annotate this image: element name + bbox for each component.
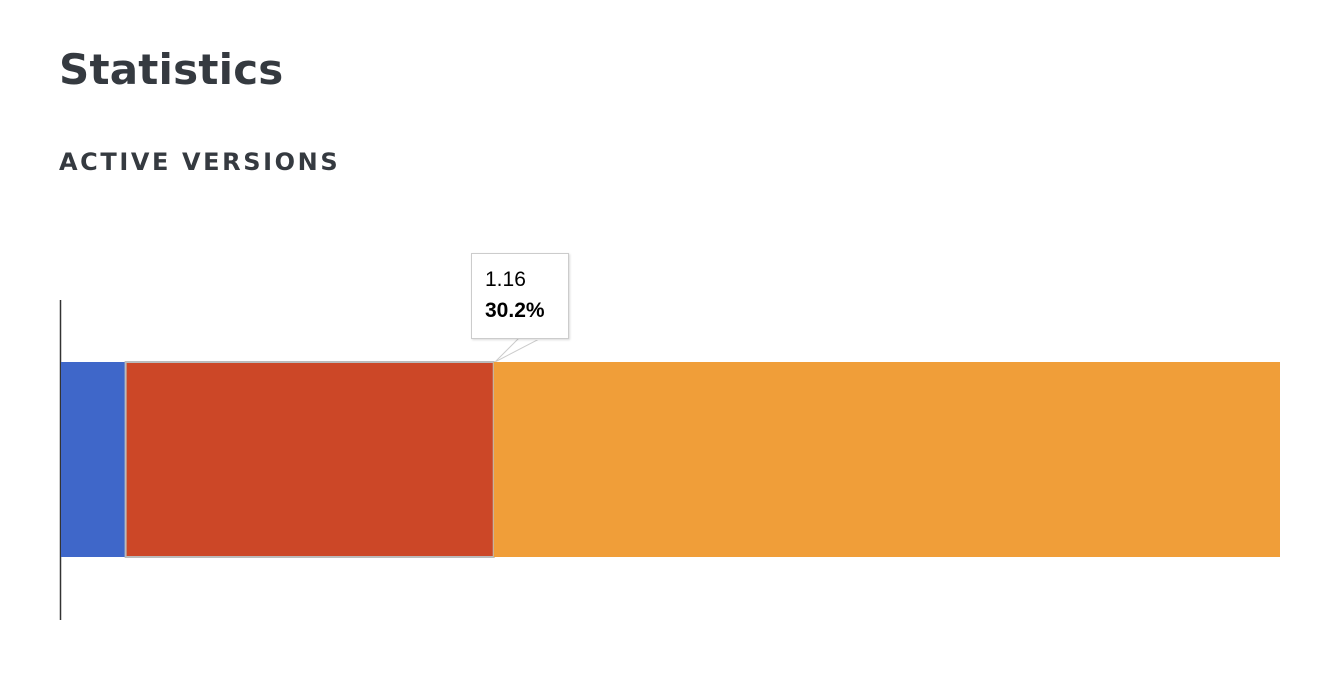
tooltip-value: 30.2%	[485, 299, 545, 322]
tooltip-pointer	[495, 338, 542, 362]
chart-tooltip: 1.16 30.2%	[471, 253, 569, 339]
section-title: ACTIVE VERSIONS	[59, 148, 341, 176]
bar-segment-3[interactable]	[493, 362, 1280, 557]
page-title: Statistics	[59, 45, 284, 94]
tooltip-label: 1.16	[485, 268, 526, 291]
bar-segment-1[interactable]	[61, 362, 126, 557]
bar-segment-2[interactable]	[124, 361, 495, 558]
bar-segments	[61, 361, 1280, 558]
